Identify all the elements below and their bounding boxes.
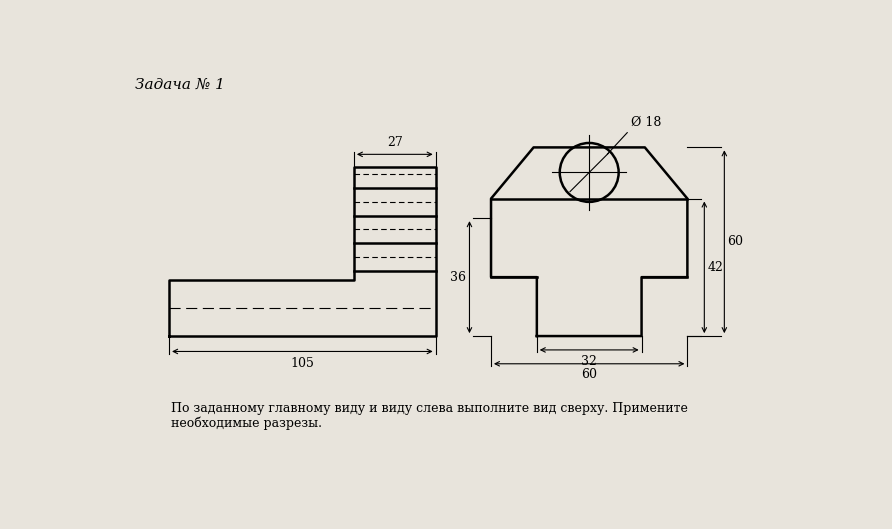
Text: 32: 32 — [582, 354, 597, 368]
Text: 60: 60 — [582, 368, 598, 381]
Text: 36: 36 — [450, 271, 467, 284]
Text: 27: 27 — [387, 136, 402, 149]
Text: 60: 60 — [727, 235, 743, 248]
Text: Ø 18: Ø 18 — [631, 116, 661, 129]
Text: 105: 105 — [291, 357, 314, 370]
Text: По заданному главному виду и виду слева выполните вид сверху. Примените
необходи: По заданному главному виду и виду слева … — [171, 402, 689, 430]
Text: 42: 42 — [707, 261, 723, 274]
Text: Задача № 1: Задача № 1 — [136, 78, 225, 92]
